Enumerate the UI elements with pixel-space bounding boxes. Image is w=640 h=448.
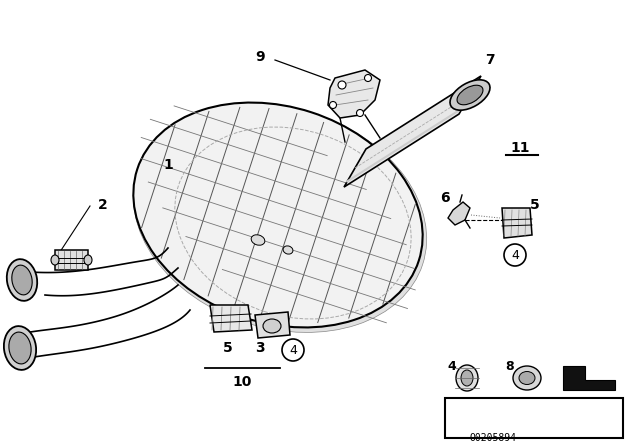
Text: 3: 3	[255, 341, 265, 355]
Ellipse shape	[504, 244, 526, 266]
Ellipse shape	[283, 246, 293, 254]
Polygon shape	[344, 76, 481, 187]
Text: 5: 5	[223, 341, 233, 355]
Text: 4: 4	[447, 359, 456, 372]
Text: 11: 11	[510, 141, 530, 155]
Ellipse shape	[457, 85, 483, 105]
Ellipse shape	[251, 235, 265, 245]
Ellipse shape	[282, 339, 304, 361]
Polygon shape	[502, 208, 532, 238]
Polygon shape	[210, 305, 252, 332]
Ellipse shape	[450, 80, 490, 110]
Text: 8: 8	[506, 359, 515, 372]
Ellipse shape	[51, 255, 59, 265]
Text: 9: 9	[255, 50, 265, 64]
Text: 5: 5	[530, 198, 540, 212]
Polygon shape	[328, 70, 380, 118]
Ellipse shape	[365, 74, 371, 82]
Text: 7: 7	[485, 53, 495, 67]
Text: O0205894: O0205894	[470, 433, 517, 443]
Ellipse shape	[9, 332, 31, 364]
Ellipse shape	[356, 109, 364, 116]
Ellipse shape	[513, 366, 541, 390]
Polygon shape	[55, 250, 88, 270]
Ellipse shape	[133, 103, 422, 327]
Ellipse shape	[519, 371, 535, 384]
Bar	[445, 398, 623, 438]
Text: 4: 4	[511, 249, 519, 262]
Ellipse shape	[7, 259, 37, 301]
Polygon shape	[448, 202, 470, 225]
Ellipse shape	[84, 255, 92, 265]
Ellipse shape	[461, 370, 473, 386]
Polygon shape	[255, 312, 290, 338]
Ellipse shape	[12, 265, 32, 295]
Ellipse shape	[133, 103, 427, 332]
Ellipse shape	[263, 319, 281, 333]
Ellipse shape	[338, 81, 346, 89]
Text: 1: 1	[163, 158, 173, 172]
Text: 6: 6	[440, 191, 450, 205]
Text: 4: 4	[289, 344, 297, 357]
Text: 2: 2	[98, 198, 108, 212]
Polygon shape	[563, 366, 615, 390]
Ellipse shape	[330, 102, 337, 108]
Text: 10: 10	[232, 375, 252, 389]
Ellipse shape	[4, 326, 36, 370]
Ellipse shape	[456, 365, 478, 391]
